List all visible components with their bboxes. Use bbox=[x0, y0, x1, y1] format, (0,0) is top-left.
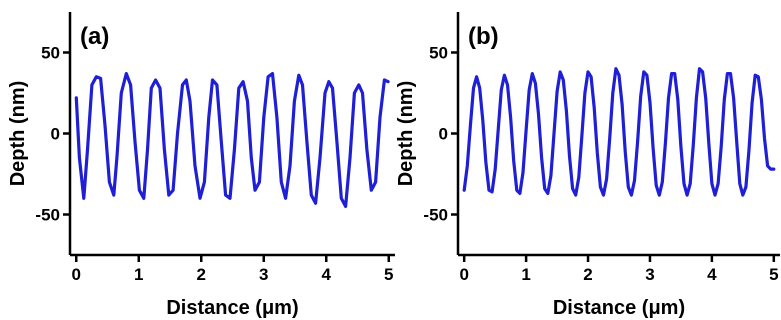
x-tick-label: 2 bbox=[583, 265, 592, 284]
y-tick-label: 0 bbox=[439, 125, 448, 144]
x-axis-title: Distance (μm) bbox=[553, 297, 685, 319]
panel-a: -50 0 50 0 1 2 3 4 5 Distance (μm) Depth (nm) (a) bbox=[7, 12, 395, 319]
panel-b: -50 0 50 0 1 2 3 4 5 Distance (μm) Depth (nm) (b) bbox=[395, 12, 780, 319]
x-tick-label: 1 bbox=[134, 265, 143, 284]
y-tick-label: -50 bbox=[423, 206, 448, 225]
y-axis-title: Depth (nm) bbox=[395, 81, 417, 187]
x-tick-label: 4 bbox=[322, 265, 332, 284]
depth-profile-line bbox=[462, 67, 776, 197]
x-tick-label: 0 bbox=[459, 265, 468, 284]
x-axis-title: Distance (μm) bbox=[166, 297, 298, 319]
y-tick-label: 50 bbox=[429, 44, 448, 63]
x-tick-label: 3 bbox=[645, 265, 654, 284]
x-tick-label: 5 bbox=[384, 265, 393, 284]
panel-label: (b) bbox=[468, 23, 499, 50]
x-tick-label: 3 bbox=[259, 265, 268, 284]
depth-profile-line bbox=[74, 71, 390, 208]
x-tick-label: 0 bbox=[72, 265, 81, 284]
y-tick-label: 50 bbox=[41, 44, 60, 63]
y-tick-label: 0 bbox=[51, 125, 60, 144]
panel-label: (a) bbox=[80, 23, 109, 50]
y-tick-label: -50 bbox=[35, 206, 60, 225]
x-tick-label: 1 bbox=[521, 265, 530, 284]
x-tick-label: 2 bbox=[197, 265, 206, 284]
x-tick-label: 5 bbox=[769, 265, 778, 284]
y-axis-title: Depth (nm) bbox=[7, 81, 29, 187]
x-tick-label: 4 bbox=[707, 265, 717, 284]
